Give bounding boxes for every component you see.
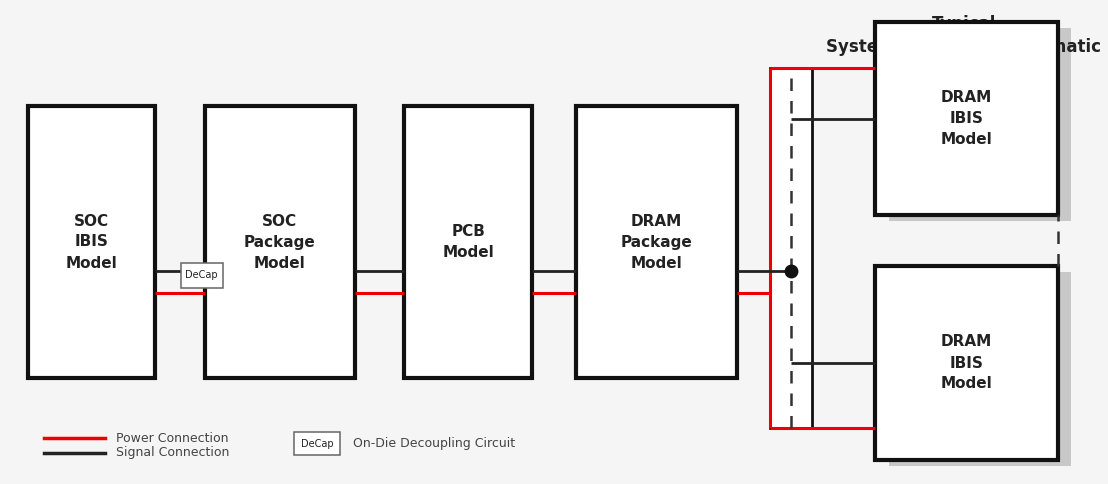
Text: SOC
IBIS
Model: SOC IBIS Model xyxy=(65,213,117,271)
Text: DeCap: DeCap xyxy=(185,271,218,280)
Bar xyxy=(770,68,812,428)
Bar xyxy=(875,266,1058,460)
Bar xyxy=(889,272,1071,466)
Text: DRAM
Package
Model: DRAM Package Model xyxy=(620,213,692,271)
Text: SOC
Package
Model: SOC Package Model xyxy=(244,213,316,271)
Text: PCB
Model: PCB Model xyxy=(442,224,494,260)
Text: DRAM
IBIS
Model: DRAM IBIS Model xyxy=(941,90,993,147)
Bar xyxy=(205,106,355,378)
Text: Typical
System-Level DDR Schematic: Typical System-Level DDR Schematic xyxy=(827,15,1101,56)
Bar xyxy=(875,22,1058,215)
Text: DeCap: DeCap xyxy=(300,439,334,449)
Bar xyxy=(889,28,1071,221)
Text: Power Connection: Power Connection xyxy=(116,432,229,444)
Bar xyxy=(181,263,223,288)
Text: Signal Connection: Signal Connection xyxy=(116,446,229,459)
Bar xyxy=(404,106,532,378)
Bar xyxy=(28,106,155,378)
Bar xyxy=(576,106,737,378)
Text: On-Die Decoupling Circuit: On-Die Decoupling Circuit xyxy=(353,438,515,450)
Bar xyxy=(294,432,340,455)
Text: DRAM
IBIS
Model: DRAM IBIS Model xyxy=(941,334,993,392)
